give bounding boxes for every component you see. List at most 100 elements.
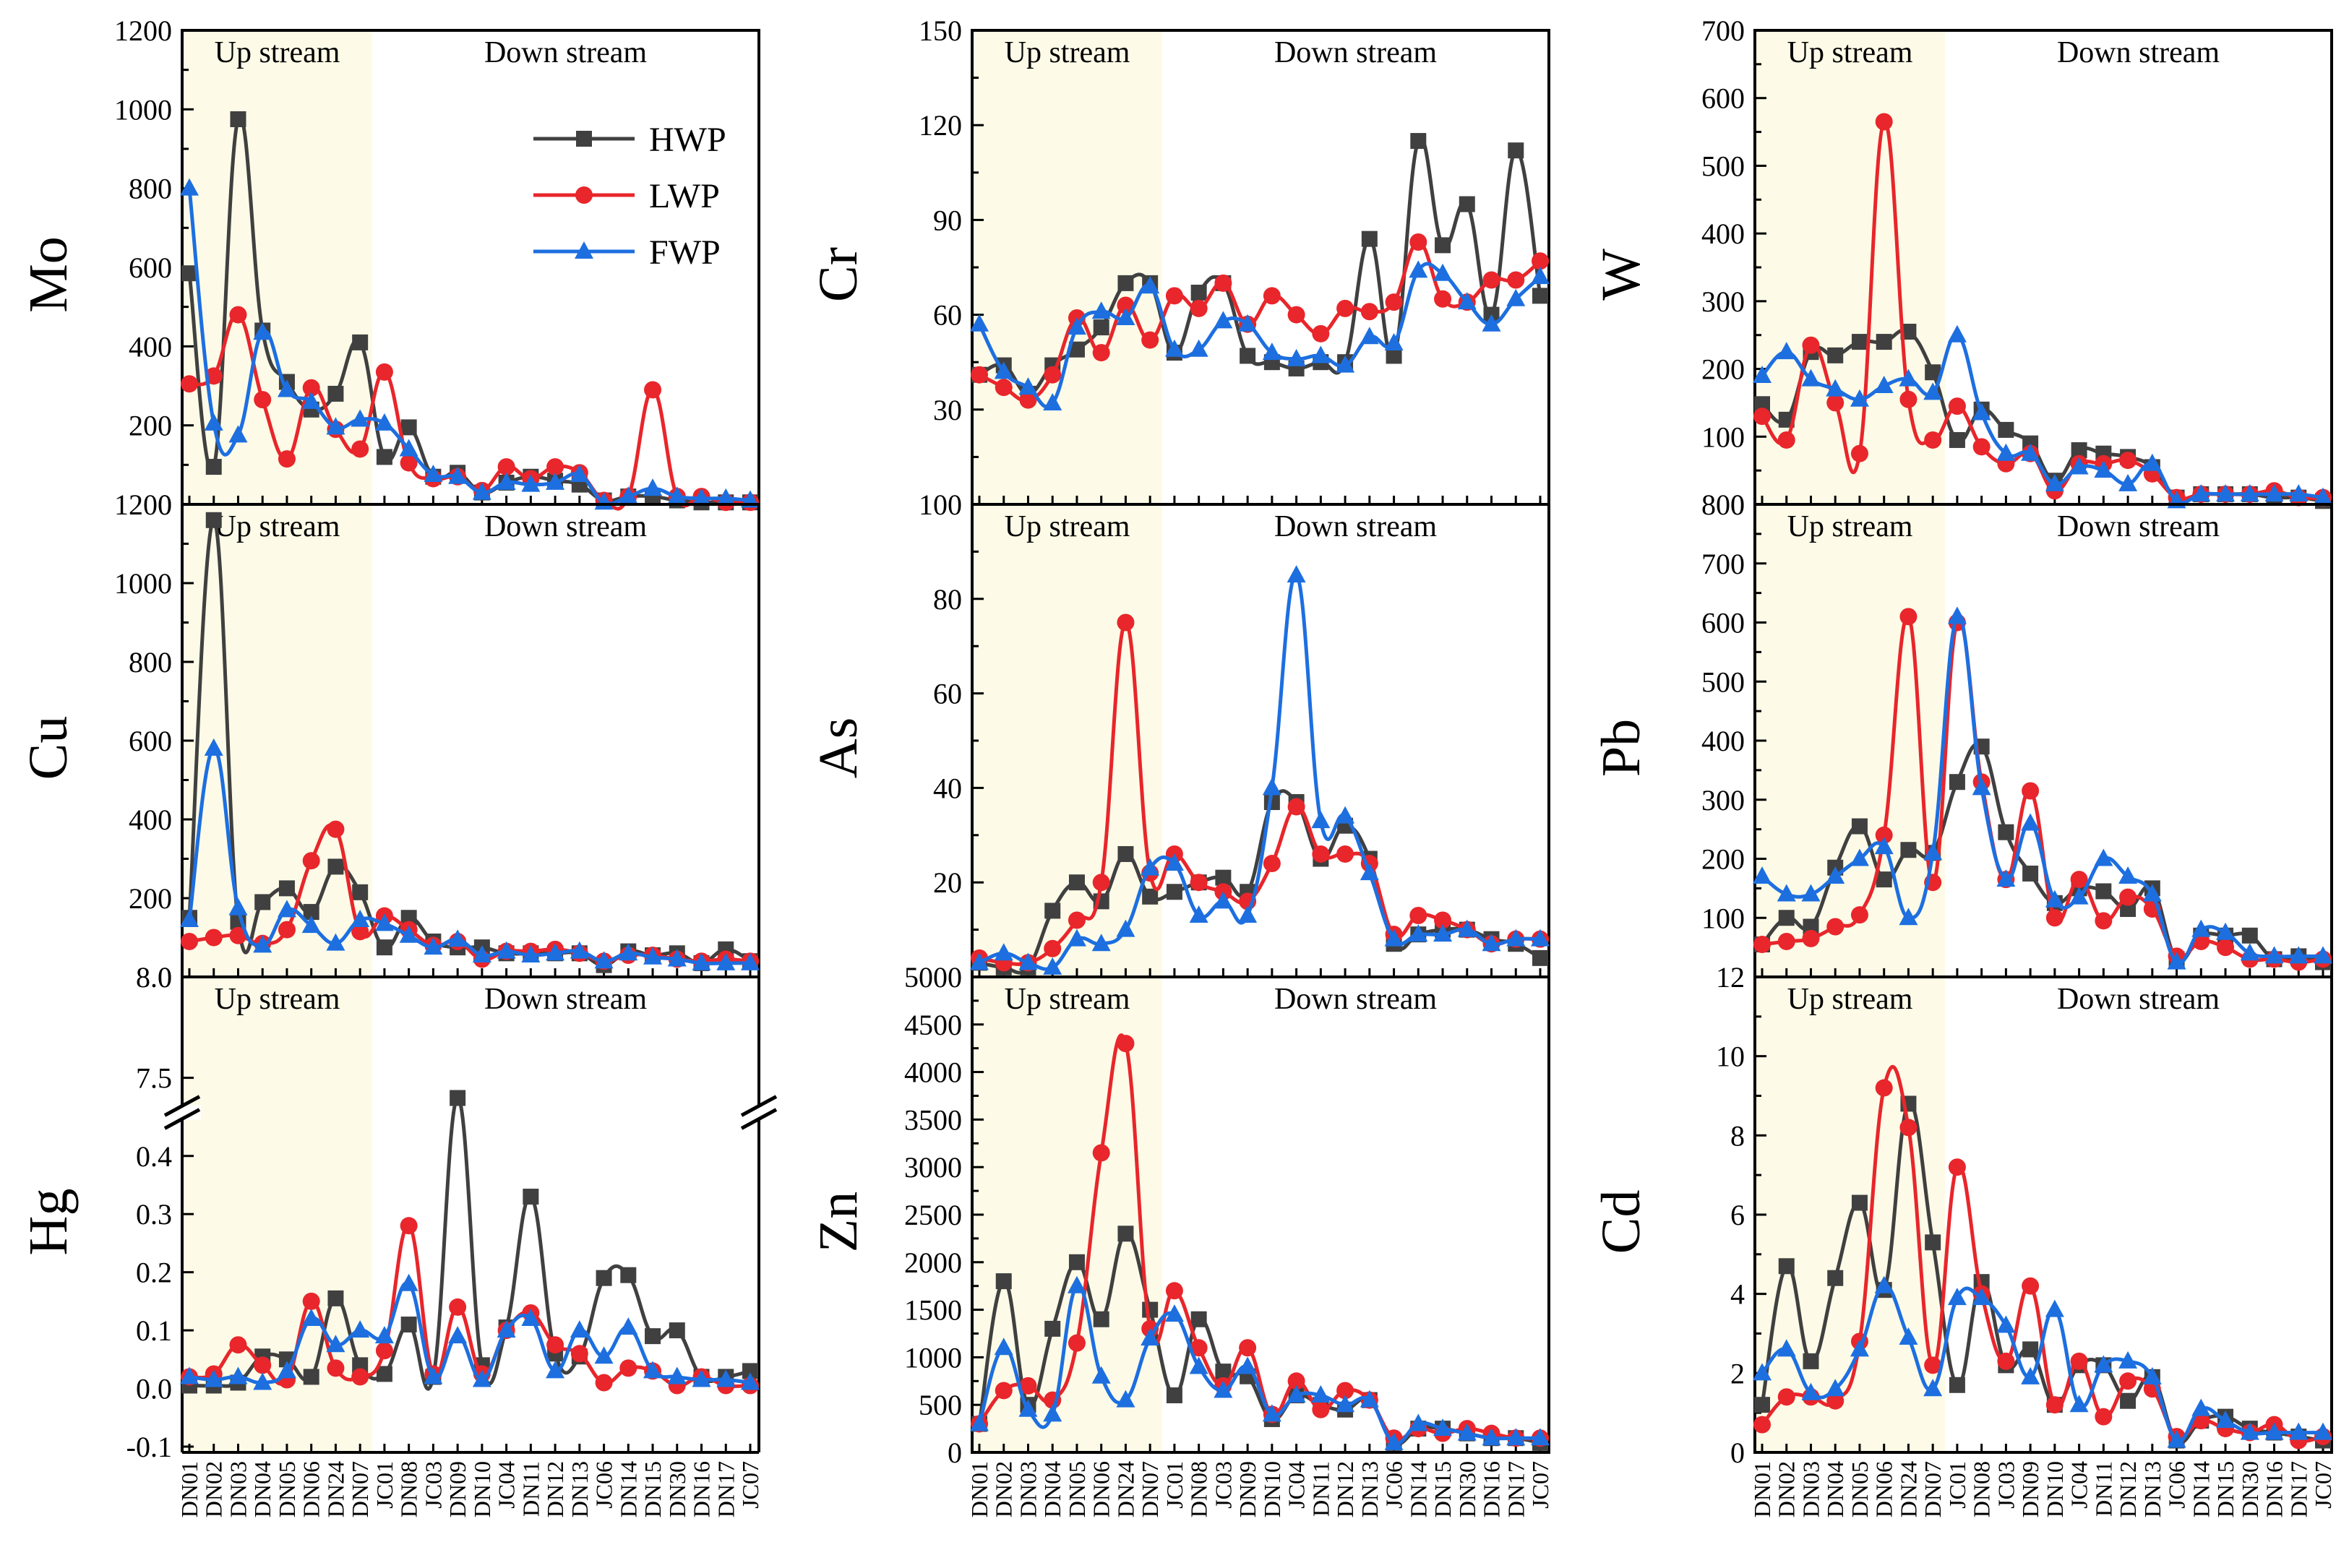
- data-point: [1044, 939, 1062, 957]
- x-tick-label: JC04: [2066, 1461, 2092, 1509]
- data-point: [1506, 1428, 1526, 1446]
- data-point: [205, 459, 222, 475]
- data-point: [1996, 1315, 2016, 1333]
- data-point: [205, 367, 223, 385]
- data-point: [205, 512, 222, 528]
- data-point: [326, 1335, 345, 1353]
- y-tick-label: 800: [129, 646, 172, 679]
- data-point: [1482, 314, 1501, 332]
- x-tick-label: DN17: [1503, 1461, 1529, 1517]
- data-point: [1997, 1352, 2015, 1370]
- data-point: [424, 1366, 443, 1384]
- data-point: [2094, 848, 2113, 866]
- x-tick-label: DN04: [249, 1461, 275, 1517]
- data-point: [1044, 366, 1062, 384]
- data-point: [374, 913, 394, 931]
- data-point: [570, 465, 589, 482]
- data-point: [2264, 483, 2284, 501]
- y-tick-label: 2500: [904, 1199, 962, 1231]
- data-point: [1457, 292, 1477, 310]
- data-point: [1141, 276, 1160, 294]
- data-point: [2070, 871, 2088, 889]
- data-point: [1947, 606, 1967, 624]
- data-point: [1336, 1395, 1355, 1413]
- data-point: [1753, 408, 1771, 426]
- y-tick-label: 0.2: [136, 1257, 172, 1289]
- data-point: [204, 738, 223, 756]
- data-point: [180, 1366, 199, 1384]
- y-tick-label: 5000: [904, 961, 962, 994]
- y-tick-label: 4000: [904, 1056, 962, 1089]
- y-tick-label: 60: [933, 678, 962, 710]
- x-tick-label: DN07: [1137, 1461, 1163, 1517]
- series-fwp: [1753, 606, 2332, 970]
- data-point: [2142, 453, 2162, 471]
- data-point: [1803, 918, 1819, 935]
- data-point: [1336, 845, 1354, 863]
- x-tick-label: DN04: [1822, 1461, 1848, 1517]
- upstream-region: [972, 30, 1163, 504]
- data-point: [1092, 874, 1110, 892]
- data-point: [2167, 952, 2186, 970]
- data-point: [994, 361, 1013, 379]
- y-tick-label: 7.5: [136, 1062, 172, 1095]
- data-point: [1361, 231, 1378, 247]
- data-point: [2094, 1355, 2113, 1373]
- data-point: [619, 1359, 637, 1377]
- panel-pb: Up stream Down stream 100 200 300 400 500 600 70…: [1591, 488, 2333, 978]
- data-point: [1827, 347, 1844, 363]
- data-point: [594, 951, 614, 969]
- downstream-label: Down stream: [2057, 983, 2220, 1016]
- data-point: [1312, 1400, 1330, 1418]
- data-point: [1190, 1339, 1208, 1357]
- y-tick-label: 1000: [904, 1341, 962, 1374]
- data-point: [2022, 782, 2040, 800]
- data-point: [570, 1320, 589, 1338]
- data-point: [326, 417, 345, 435]
- data-point: [1754, 396, 1770, 413]
- data-point: [1215, 1364, 1232, 1380]
- data-point: [1753, 1363, 1772, 1381]
- upstream-label: Up stream: [215, 510, 340, 543]
- y-tick-label: 12: [1716, 961, 1745, 994]
- data-point: [1410, 133, 1427, 150]
- data-point: [692, 952, 711, 970]
- data-point: [1117, 296, 1135, 314]
- data-point: [278, 880, 295, 897]
- data-point: [1311, 345, 1331, 363]
- data-point: [2021, 443, 2040, 461]
- y-tick-label: 400: [1701, 217, 1745, 250]
- data-point: [326, 933, 345, 951]
- data-point: [1457, 919, 1477, 937]
- data-point: [1287, 1372, 1305, 1390]
- data-point: [1482, 934, 1501, 952]
- data-point: [2216, 1410, 2236, 1429]
- data-point: [546, 943, 565, 961]
- x-tick-label: DN24: [1895, 1461, 1921, 1517]
- x-tick-label: JC06: [1381, 1461, 1407, 1509]
- series-line: [977, 1231, 1541, 1446]
- data-point: [1214, 274, 1232, 292]
- y-tick-label: 600: [129, 725, 172, 757]
- data-point: [546, 1336, 564, 1354]
- data-point: [1068, 1254, 1085, 1270]
- data-point: [181, 932, 198, 950]
- x-tick-label: DN13: [567, 1461, 593, 1517]
- data-point: [742, 1363, 758, 1379]
- upstream-region: [972, 504, 1163, 977]
- series-fwp: [180, 1273, 760, 1390]
- data-point: [1336, 355, 1355, 373]
- data-point: [1166, 884, 1182, 900]
- x-tick-label: DN08: [1186, 1461, 1212, 1517]
- data-point: [301, 391, 321, 409]
- data-point: [2069, 457, 2089, 475]
- y-tick-label: 200: [1701, 843, 1745, 876]
- data-point: [1803, 1353, 1819, 1369]
- data-point: [1998, 421, 2014, 438]
- y-tick-label: 1000: [114, 93, 172, 126]
- data-point: [1262, 777, 1281, 796]
- legend-marker: [575, 186, 593, 204]
- data-point: [1044, 903, 1061, 919]
- y-tick-label: 200: [1701, 353, 1745, 386]
- x-tick-label: DN15: [2212, 1461, 2238, 1517]
